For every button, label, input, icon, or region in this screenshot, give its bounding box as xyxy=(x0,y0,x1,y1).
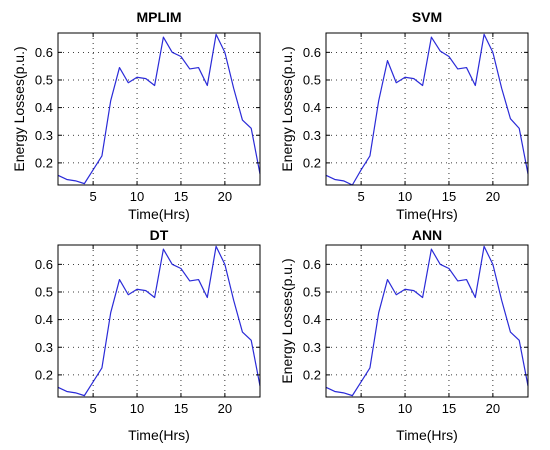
y-tick-label: 0.5 xyxy=(303,72,321,87)
panel-title: SVM xyxy=(412,9,442,25)
x-tick-label: 20 xyxy=(218,189,232,204)
y-tick-label: 0.5 xyxy=(35,284,53,299)
y-axis-label: Energy Losses(p.u.) xyxy=(11,46,27,171)
series-line xyxy=(325,245,529,397)
y-tick-label: 0.4 xyxy=(35,312,53,327)
y-tick-label: 0.2 xyxy=(303,367,321,382)
x-tick-label: 20 xyxy=(486,189,500,204)
axes-frame xyxy=(57,32,261,186)
y-tick-label: 0.6 xyxy=(303,257,321,272)
axes-frame xyxy=(57,244,261,398)
y-tick-label: 0.3 xyxy=(303,128,321,143)
y-tick-label: 0.5 xyxy=(303,284,321,299)
y-tick-label: 0.4 xyxy=(303,100,321,115)
x-tick-label: 15 xyxy=(442,189,456,204)
x-tick-label: 5 xyxy=(90,189,97,204)
axes-frame xyxy=(325,244,529,398)
x-tick-label: 5 xyxy=(90,401,97,416)
x-tick-label: 5 xyxy=(358,401,365,416)
y-tick-label: 0.6 xyxy=(303,45,321,60)
y-tick-label: 0.3 xyxy=(35,128,53,143)
axes-frame xyxy=(325,32,529,186)
y-tick-label: 0.4 xyxy=(303,312,321,327)
x-tick-label: 10 xyxy=(130,189,144,204)
panel-dt: DT Time(Hrs) 5 10 15 20 0.2 0.3 0.4 0.5 0.6 xyxy=(35,227,261,443)
panel-title: DT xyxy=(150,227,169,243)
panel-mplim: MPLIM Time(Hrs) Energy Losses(p.u.) 5 10 1… xyxy=(11,9,261,222)
panel-title: MPLIM xyxy=(136,9,181,25)
x-tick-label: 20 xyxy=(486,401,500,416)
y-axis-label: Energy Losses(p.u.) xyxy=(279,46,295,171)
x-tick-label: 15 xyxy=(174,189,188,204)
y-tick-label: 0.3 xyxy=(35,340,53,355)
series-line xyxy=(57,33,261,185)
x-tick-label: 20 xyxy=(218,401,232,416)
y-tick-label: 0.2 xyxy=(35,155,53,170)
x-axis-label: Time(Hrs) xyxy=(128,206,190,222)
panel-svm: SVM Time(Hrs) Energy Losses(p.u.) 5 10 15 2… xyxy=(279,9,529,222)
x-tick-label: 5 xyxy=(358,189,365,204)
x-tick-label: 10 xyxy=(398,401,412,416)
x-axis-label: Time(Hrs) xyxy=(128,427,190,443)
x-tick-label: 15 xyxy=(174,401,188,416)
x-tick-label: 10 xyxy=(130,401,144,416)
panel-title: ANN xyxy=(412,227,442,243)
y-tick-label: 0.2 xyxy=(303,155,321,170)
x-axis-label: Time(Hrs) xyxy=(396,427,458,443)
series-line xyxy=(57,245,261,397)
x-axis-label: Time(Hrs) xyxy=(396,206,458,222)
panel-ann: ANN Time(Hrs) Energy Losses(p.u.) 5 10 15 2… xyxy=(279,227,529,443)
y-tick-label: 0.5 xyxy=(35,72,53,87)
x-tick-label: 10 xyxy=(398,189,412,204)
y-tick-label: 0.6 xyxy=(35,257,53,272)
series-line xyxy=(325,33,529,186)
x-tick-label: 15 xyxy=(442,401,456,416)
y-tick-label: 0.6 xyxy=(35,45,53,60)
y-tick-label: 0.4 xyxy=(35,100,53,115)
y-tick-label: 0.3 xyxy=(303,340,321,355)
y-tick-label: 0.2 xyxy=(35,367,53,382)
y-axis-label: Energy Losses(p.u.) xyxy=(279,258,295,383)
